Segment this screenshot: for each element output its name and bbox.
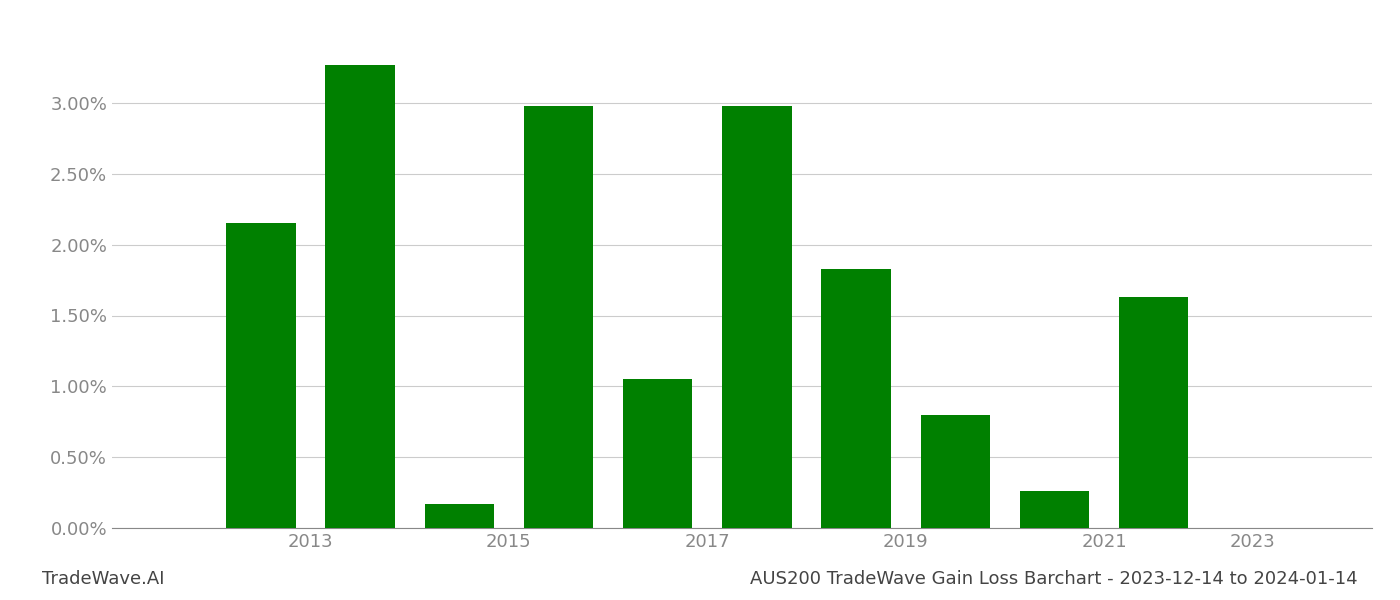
Text: AUS200 TradeWave Gain Loss Barchart - 2023-12-14 to 2024-01-14: AUS200 TradeWave Gain Loss Barchart - 20… bbox=[750, 570, 1358, 588]
Bar bbox=[623, 379, 693, 528]
Bar bbox=[822, 269, 890, 528]
Bar bbox=[722, 106, 791, 528]
Bar bbox=[921, 415, 990, 528]
Text: TradeWave.AI: TradeWave.AI bbox=[42, 570, 165, 588]
Bar bbox=[225, 223, 295, 528]
Bar bbox=[1019, 491, 1089, 528]
Bar bbox=[325, 65, 395, 528]
Bar bbox=[1119, 297, 1189, 528]
Bar bbox=[424, 504, 494, 528]
Bar bbox=[524, 106, 594, 528]
